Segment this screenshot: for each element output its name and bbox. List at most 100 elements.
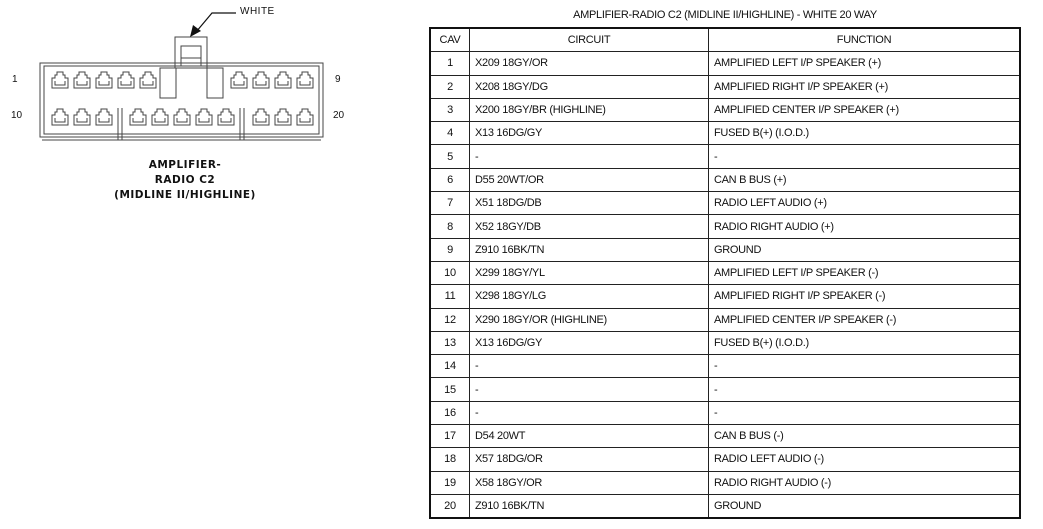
cell-function: -	[708, 377, 1021, 402]
pin-cavity	[296, 71, 314, 89]
cell-circuit: X209 18GY/OR	[469, 51, 709, 76]
cell-function: RADIO LEFT AUDIO (-)	[708, 447, 1021, 472]
cell-cav: 11	[429, 284, 470, 309]
cell-cav: 19	[429, 470, 470, 495]
table-row: 20 Z910 16BK/TN GROUND	[429, 493, 1021, 519]
cell-cav: 7	[429, 191, 470, 216]
pin-cavity	[151, 108, 169, 126]
table-row: 15- -	[429, 377, 1021, 402]
arrow-icon	[190, 12, 236, 37]
pin-cavity	[195, 108, 213, 126]
connector-title: AMPLIFIER- RADIO C2 (MIDLINE II/HIGHLINE…	[60, 158, 310, 203]
cell-function: AMPLIFIED LEFT I/P SPEAKER (+)	[708, 51, 1021, 76]
table-row: 1 X209 18GY/OR AMPLIFIED LEFT I/P SPEAKER …	[429, 51, 1021, 76]
cell-circuit: -	[469, 400, 709, 426]
table-row: 4 X13 16DG/GY FUSED B(+) (I.O.D.)	[429, 121, 1021, 146]
cell-function: -	[708, 354, 1021, 379]
pin-cavity	[274, 71, 292, 89]
cell-circuit: X13 16DG/GY	[469, 330, 709, 356]
table-header-row: CAV CIRCUIT FUNCTION	[429, 27, 1021, 53]
cell-cav: 18	[429, 447, 470, 472]
cell-circuit: D54 20WT	[469, 424, 709, 449]
cell-function: AMPLIFIED LEFT I/P SPEAKER (-)	[708, 260, 1021, 286]
table-title: AMPLIFIER-RADIO C2 (MIDLINE II/HIGHLINE)…	[573, 9, 877, 21]
cell-circuit: -	[469, 354, 709, 379]
cell-circuit: -	[469, 144, 709, 169]
table-row: 5--	[429, 144, 1021, 169]
pin-cavity	[95, 71, 113, 89]
connector-title-line: AMPLIFIER-	[148, 159, 222, 171]
connector-title-line: (MIDLINE II/HIGHLINE)	[114, 189, 256, 201]
cell-circuit: X298 18GY/LG	[469, 284, 709, 309]
table-row: 3 X200 18GY/BR (HIGHLINE) AMPLIFIED CENTER…	[429, 97, 1021, 123]
cell-function: CAN B BUS (+)	[708, 167, 1021, 193]
pin-cavity	[73, 108, 91, 126]
pin-cavity	[252, 108, 270, 126]
pin-cavity	[51, 71, 69, 89]
pinout-table: CAV CIRCUIT FUNCTION 1 X209 18GY/OR AMPLIF…	[429, 27, 1021, 520]
pin-cavity	[217, 108, 235, 126]
cell-function: GROUND	[708, 237, 1021, 262]
cell-cav: 4	[429, 121, 470, 146]
cell-function: FUSED B(+) (I.O.D.)	[708, 121, 1021, 146]
cell-circuit: X51 18DG/DB	[469, 191, 709, 216]
cell-cav: 9	[429, 237, 470, 262]
cell-function: AMPLIFIED CENTER I/P SPEAKER (+)	[708, 97, 1021, 123]
cell-function: CAN B BUS (-)	[708, 424, 1021, 449]
connector-latch	[174, 36, 208, 69]
table-row: 13 X13 16DG/GY FUSED B(+) (I.O.D.)	[429, 330, 1021, 356]
pin-cavity	[95, 108, 113, 126]
cell-function: AMPLIFIED RIGHT I/P SPEAKER (+)	[708, 74, 1021, 99]
pin-cavity	[139, 71, 157, 89]
cell-cav: 8	[429, 214, 470, 239]
pin-cavity	[51, 108, 69, 126]
cell-cav: 10	[429, 260, 470, 286]
cell-cav: 5	[429, 144, 470, 169]
pin-cavity	[73, 71, 91, 89]
pin-label-1: 1	[12, 74, 18, 85]
cell-cav: 13	[429, 330, 470, 356]
cell-cav: 20	[429, 493, 470, 519]
connector-color-label: WHITE	[240, 6, 275, 17]
cell-circuit: Z910 16BK/TN	[469, 237, 709, 262]
table-row: 17 D54 20WT CAN B BUS (-)	[429, 424, 1021, 449]
pin-cavity	[296, 108, 314, 126]
table-row: 14- -	[429, 354, 1021, 379]
pin-cavity	[129, 108, 147, 126]
cell-function: RADIO RIGHT AUDIO (+)	[708, 214, 1021, 239]
header-cav: CAV	[429, 27, 470, 53]
table-row: 2 X208 18GY/DG AMPLIFIED RIGHT I/P SPEAKER…	[429, 74, 1021, 99]
header-function: FUNCTION	[708, 27, 1021, 53]
cell-cav: 1	[429, 51, 470, 76]
cell-cav: 2	[429, 74, 470, 99]
pin-label-9: 9	[335, 74, 341, 85]
cell-circuit: X57 18DG/OR	[469, 447, 709, 472]
cell-circuit: X52 18GY/DB	[469, 214, 709, 239]
table-row: 7 X51 18DG/DB RADIO LEFT AUDIO (+)	[429, 191, 1021, 216]
cell-circuit: X290 18GY/OR (HIGHLINE)	[469, 307, 709, 332]
connector-diagram	[39, 12, 324, 141]
cell-circuit: X299 18GY/YL	[469, 260, 709, 286]
pin-cavity	[252, 71, 270, 89]
cell-function: -	[708, 144, 1021, 169]
pin-cavity	[173, 108, 191, 126]
header-circuit: CIRCUIT	[469, 27, 709, 53]
cell-cav: 15	[429, 377, 470, 402]
cell-function: -	[708, 400, 1021, 426]
pin-cavity	[274, 108, 292, 126]
cell-circuit: X200 18GY/BR (HIGHLINE)	[469, 97, 709, 123]
cell-circuit: Z910 16BK/TN	[469, 493, 709, 519]
cell-circuit: X58 18GY/OR	[469, 470, 709, 495]
cell-cav: 17	[429, 424, 470, 449]
pin-cavity	[117, 71, 135, 89]
cell-cav: 12	[429, 307, 470, 332]
cell-function: AMPLIFIED RIGHT I/P SPEAKER (-)	[708, 284, 1021, 309]
table-row: 18 X57 18DG/OR RADIO LEFT AUDIO (-)	[429, 447, 1021, 472]
cell-cav: 3	[429, 97, 470, 123]
cell-function: GROUND	[708, 493, 1021, 519]
cell-circuit: D55 20WT/OR	[469, 167, 709, 193]
cell-function: AMPLIFIED CENTER I/P SPEAKER (-)	[708, 307, 1021, 332]
cell-cav: 6	[429, 167, 470, 193]
connector-title-line: RADIO C2	[154, 174, 216, 186]
pin-label-20: 20	[333, 110, 345, 121]
